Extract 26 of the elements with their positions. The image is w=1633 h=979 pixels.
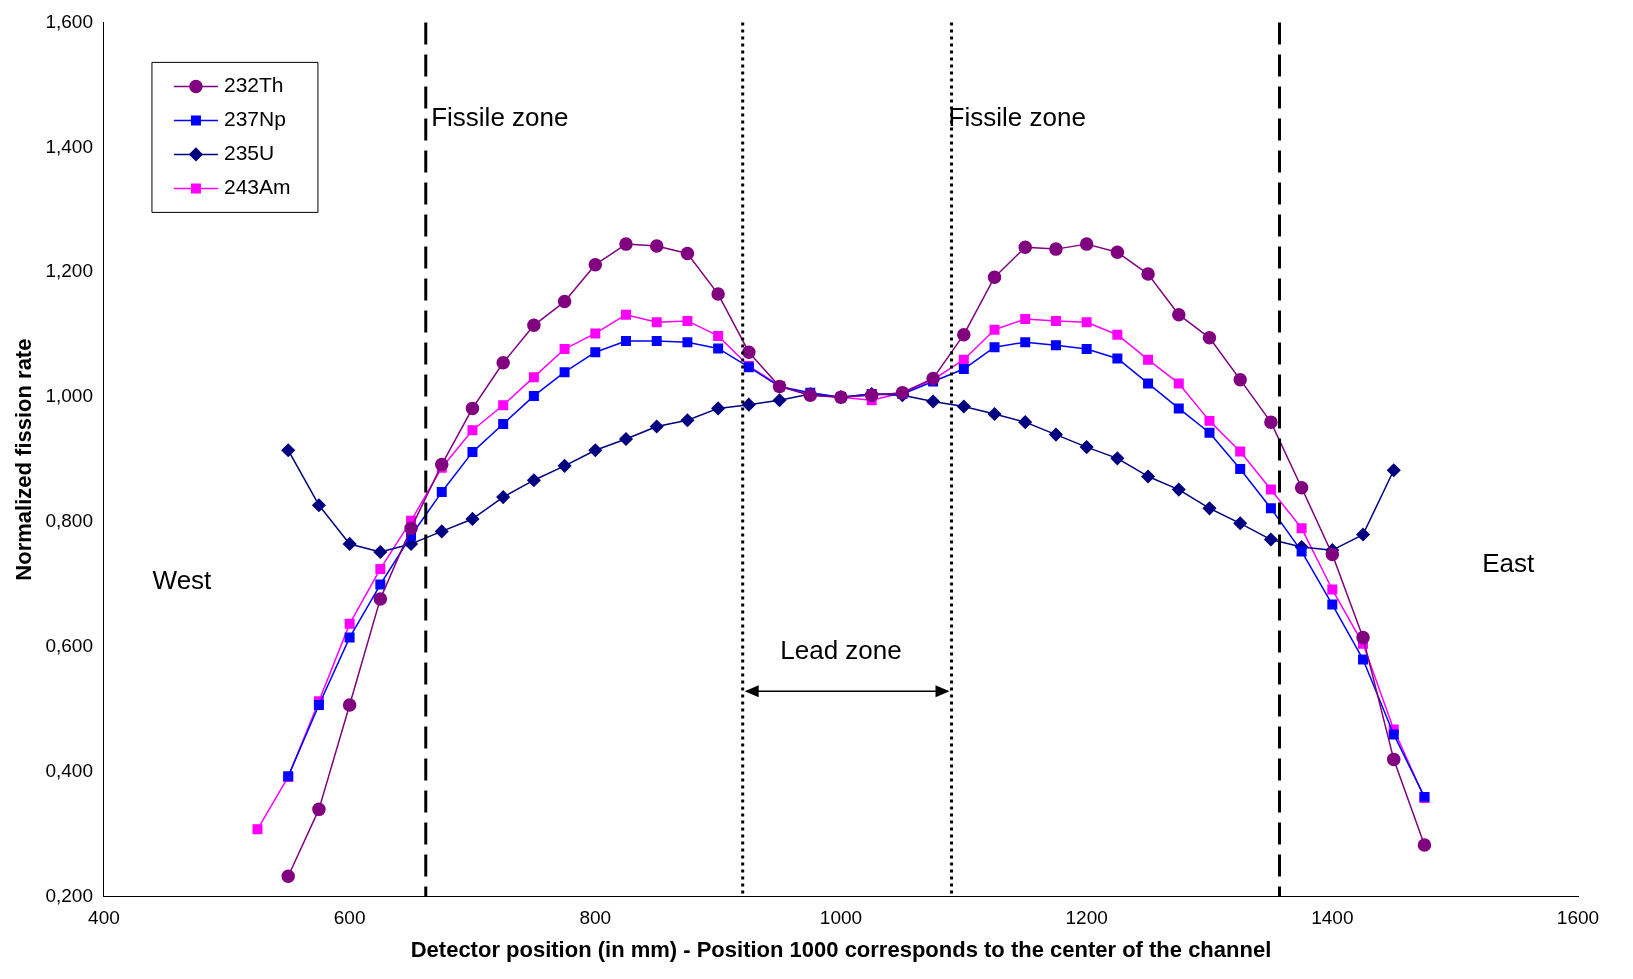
y-tick-label: 0,600 bbox=[45, 635, 93, 657]
y-tick-label: 1,400 bbox=[45, 135, 93, 157]
x-tick-label: 600 bbox=[333, 907, 366, 929]
annotation: West bbox=[152, 565, 213, 596]
y-tick-label: 1,600 bbox=[45, 10, 93, 32]
annotation: East bbox=[1482, 547, 1535, 578]
annotation: Fissile zone bbox=[431, 101, 569, 132]
y-tick-label: 0,200 bbox=[45, 885, 93, 907]
y-axis-title: Normalized fission rate bbox=[11, 338, 37, 581]
x-tick-label: 1000 bbox=[819, 907, 863, 929]
y-tick-label: 0,800 bbox=[45, 510, 93, 532]
legend-label: 232Th bbox=[223, 73, 284, 97]
annotation: Lead zone bbox=[780, 635, 902, 666]
legend-label: 243Am bbox=[223, 175, 291, 199]
y-tick-label: 0,400 bbox=[45, 760, 93, 782]
x-tick-label: 1200 bbox=[1065, 907, 1108, 929]
y-tick-label: 1,000 bbox=[45, 385, 93, 407]
x-tick-label: 800 bbox=[579, 907, 612, 929]
y-tick-label: 1,200 bbox=[45, 260, 93, 282]
x-axis-title: Detector position (in mm) - Position 1000 corresponds to the center of the channel bbox=[410, 936, 1272, 962]
x-tick-label: 400 bbox=[88, 907, 120, 929]
x-tick-label: 1600 bbox=[1556, 907, 1600, 929]
legend-label: 237Np bbox=[223, 107, 286, 131]
x-tick-label: 1400 bbox=[1311, 907, 1354, 929]
annotation: Fissile zone bbox=[948, 101, 1086, 132]
legend-label: 235U bbox=[223, 141, 275, 165]
